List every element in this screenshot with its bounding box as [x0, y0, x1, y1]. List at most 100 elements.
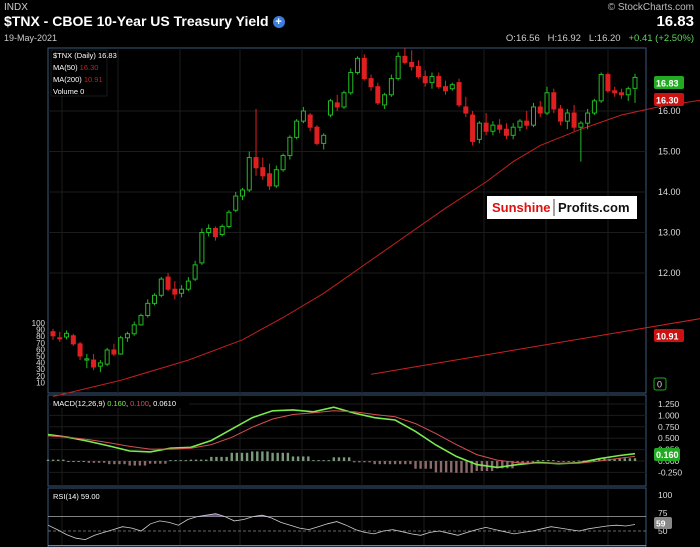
candle-down	[503, 128, 509, 136]
price-legend-title: $TNX (Daily) 16.83	[53, 51, 117, 60]
macd-histogram-bar	[501, 461, 504, 469]
ma50-legend: MA(50) 16.30	[53, 63, 98, 72]
plus-circle-icon[interactable]: +	[272, 16, 285, 29]
macd-histogram-bar	[547, 460, 550, 462]
candle-up	[145, 302, 151, 317]
candle-up	[239, 189, 245, 197]
candle-up	[219, 225, 225, 236]
macd-histogram-bar	[205, 459, 208, 461]
macd-histogram-bar	[628, 458, 632, 461]
macd-histogram-bar	[368, 461, 371, 463]
change-value: +0.41 (+2.50%)	[628, 33, 695, 44]
macd-histogram-bar	[250, 451, 254, 461]
macd-histogram-bar	[82, 461, 85, 462]
macd-histogram-bar	[383, 461, 387, 465]
macd-histogram-bar	[199, 459, 203, 461]
macd-histogram-bar	[317, 460, 320, 462]
copyright-label[interactable]: © StockCharts.com	[607, 2, 694, 13]
candle-up	[300, 110, 306, 122]
macd-histogram-bar	[215, 456, 218, 461]
candle-down	[165, 276, 171, 290]
macd-histogram-bar	[281, 452, 284, 461]
candle-up	[544, 92, 550, 114]
price-tick-label: 12.00	[658, 268, 681, 278]
macd-histogram-bar	[592, 460, 596, 462]
candle-up	[388, 78, 394, 96]
macd-tick-label: -0.250	[658, 467, 682, 477]
macd-histogram-bar	[261, 451, 264, 461]
candle-up	[97, 362, 103, 367]
macd-histogram-bar	[113, 461, 116, 465]
macd-histogram-bar	[307, 456, 310, 461]
volume-scale-label: 30	[36, 365, 45, 374]
ma200-legend-part-1: 10.91	[84, 75, 103, 84]
candle-up	[355, 57, 361, 74]
chart-header: INDX © StockCharts.com $TNX - CBOE 10-Ye…	[0, 0, 700, 48]
candle-down	[314, 126, 320, 144]
candle-up	[246, 157, 252, 191]
macd-tick-label: 1.000	[658, 410, 680, 420]
rsi-panel	[47, 487, 647, 547]
candle-up	[341, 92, 347, 108]
macd-histogram-bar	[358, 461, 361, 463]
macd-histogram-bar	[72, 461, 75, 462]
macd-histogram-bar	[363, 461, 366, 463]
price-tick-label: 14.00	[658, 187, 681, 197]
macd-histogram-bar	[470, 461, 473, 473]
rsi-tick-label: 75	[658, 508, 668, 518]
candle-up	[152, 294, 158, 304]
ma200-tag-bg	[654, 329, 684, 342]
macd-histogram-bar	[46, 459, 50, 461]
macd-tick-label: 0.500	[658, 433, 680, 443]
candle-up	[84, 358, 90, 361]
macd-histogram-bar	[506, 461, 509, 469]
candle-up	[510, 126, 516, 136]
ma50-tag-bg	[654, 93, 684, 106]
macd-histogram-bar	[240, 452, 244, 461]
candle-down	[571, 112, 577, 128]
candle-down	[456, 82, 462, 106]
macd-histogram-bar	[577, 460, 581, 462]
macd-histogram-bar	[618, 458, 621, 461]
macd-histogram-bar	[220, 456, 223, 461]
candle-down	[50, 331, 56, 337]
macd-histogram-bar	[557, 461, 560, 462]
macd-histogram-bar	[552, 460, 555, 462]
candle-up	[395, 55, 401, 80]
macd-histogram-bar	[541, 460, 545, 462]
price-tick-label: 13.00	[658, 228, 681, 238]
macd-legend: MACD(12,26,9) 0.160, 0.100, 0.0610	[53, 399, 176, 408]
macd-histogram-bar	[531, 461, 535, 463]
candle-up	[348, 72, 354, 94]
macd-histogram-bar	[312, 460, 315, 462]
macd-legend-box	[51, 397, 189, 408]
volume-scale-label: 80	[36, 332, 45, 341]
candle-down	[605, 74, 611, 92]
volume-scale-label: 90	[36, 326, 45, 335]
candle-down	[361, 57, 367, 80]
macd-tag: 0.160	[656, 450, 679, 460]
candle-down	[436, 76, 442, 88]
candle-up	[280, 155, 286, 171]
rsi-tick-label: 100	[658, 490, 672, 500]
high-value: 16.92	[557, 33, 581, 44]
macd-histogram-bar	[169, 460, 172, 462]
macd-histogram-bar	[450, 461, 453, 473]
candle-down	[267, 173, 273, 187]
macd-histogram-bar	[562, 461, 565, 462]
macd-histogram-bar	[567, 461, 570, 462]
low-label: L:	[588, 33, 597, 44]
macd-histogram-bar	[414, 461, 417, 469]
candle-down	[253, 157, 259, 169]
open-value: 16.56	[515, 33, 540, 44]
macd-histogram-bar	[194, 459, 198, 461]
macd-histogram-bar	[87, 461, 91, 463]
macd-tick-label: 1.250	[658, 399, 680, 409]
macd-histogram-bar	[235, 452, 239, 461]
macd-histogram-bar	[286, 452, 290, 461]
macd-histogram-bar	[388, 461, 392, 465]
macd-histogram-bar	[495, 461, 499, 469]
candle-down	[172, 288, 178, 295]
macd-histogram-bar	[138, 461, 142, 466]
